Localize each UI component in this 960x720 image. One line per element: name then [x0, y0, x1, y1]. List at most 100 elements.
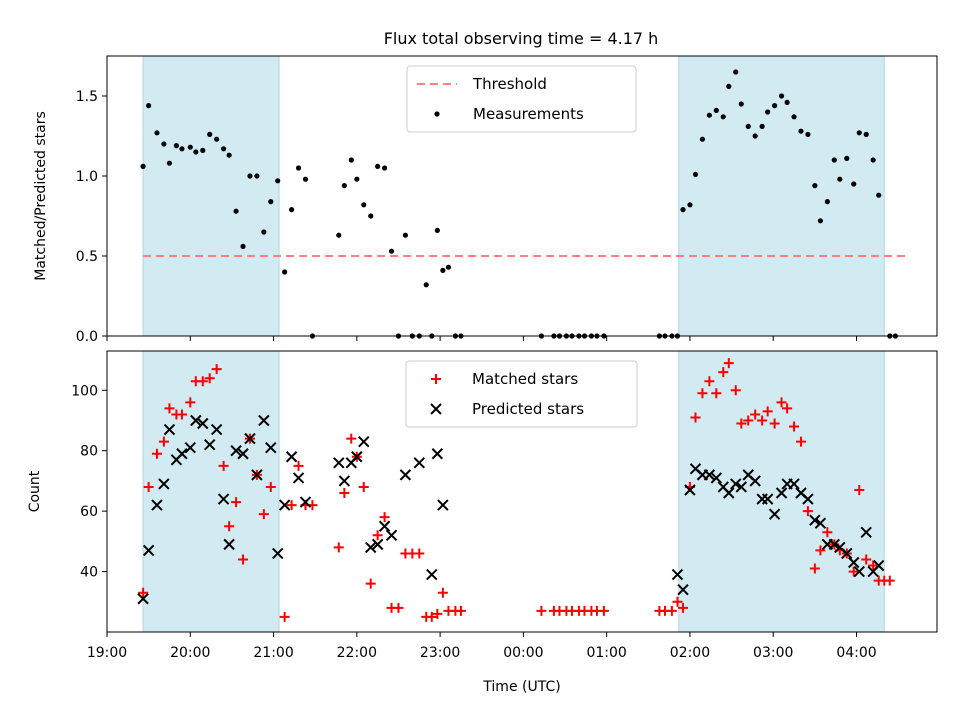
data-point [158, 436, 169, 447]
data-point [703, 469, 716, 481]
data-point [824, 199, 830, 205]
data-point [292, 472, 305, 484]
data-point [815, 545, 826, 556]
data-point [358, 435, 370, 448]
data-point [354, 176, 360, 182]
data-point [743, 415, 754, 426]
data-point [143, 481, 154, 492]
data-point [445, 264, 452, 270]
data-point [381, 165, 388, 171]
data-point [736, 418, 747, 429]
data-point [690, 412, 701, 423]
data-point [720, 114, 726, 120]
y-axis-label: Count [27, 470, 43, 512]
data-point [179, 146, 185, 152]
data-point [385, 529, 398, 542]
data-point [870, 157, 876, 163]
data-point [341, 183, 347, 189]
data-point [238, 554, 249, 565]
data-point [378, 520, 391, 532]
data-point [769, 418, 780, 429]
top-panel-ratio: 0.0 0.5 1.0 1.5 Matched/Predicted stars Thres… [33, 55, 938, 345]
data-point [302, 176, 309, 182]
data-point [851, 181, 857, 187]
data-point [176, 448, 188, 460]
data-point [372, 530, 383, 541]
data-point [788, 478, 800, 490]
data-point [371, 538, 384, 551]
data-point [805, 131, 811, 137]
data-point [247, 173, 253, 179]
data-point [431, 448, 444, 460]
data-point [230, 445, 242, 457]
data-point [789, 421, 800, 432]
data-point [423, 282, 429, 288]
data-point [848, 566, 859, 577]
data-point [237, 448, 249, 460]
data-point [190, 414, 202, 427]
data-point [240, 243, 246, 249]
data-point [854, 484, 865, 495]
data-point [154, 130, 160, 136]
data-point [726, 83, 732, 89]
data-point [211, 364, 222, 375]
data-point [876, 192, 882, 198]
data-point [333, 457, 345, 469]
data-point [351, 451, 363, 463]
data-point [723, 358, 734, 369]
data-point [218, 460, 229, 471]
data-point [265, 441, 277, 454]
data-point [251, 469, 263, 481]
data-point [723, 487, 735, 499]
data-point [687, 202, 693, 208]
legend-swatch [431, 374, 441, 384]
data-point [173, 143, 179, 149]
data-point [814, 517, 827, 529]
data-point [738, 101, 744, 107]
data-point [333, 542, 344, 553]
data-point [863, 131, 869, 137]
y-tick-label: 1.5 [76, 89, 98, 105]
data-point [831, 157, 837, 163]
data-point [379, 512, 390, 523]
data-point [677, 583, 689, 596]
data-point [745, 123, 751, 129]
x-tick-label: 04:00 [836, 645, 876, 661]
legend-swatch [434, 111, 440, 117]
data-point [692, 171, 699, 177]
data-point [782, 403, 793, 414]
data-point [393, 602, 404, 613]
data-point [765, 109, 771, 115]
data-point [282, 269, 288, 275]
data-point [812, 183, 818, 189]
data-point [197, 376, 208, 387]
data-point [231, 497, 242, 508]
data-point [339, 488, 350, 499]
x-tick-label: 22:00 [337, 645, 377, 661]
data-point [261, 229, 267, 235]
data-point [224, 521, 235, 532]
data-point [164, 403, 175, 414]
data-point [338, 475, 351, 487]
data-point [197, 417, 209, 430]
data-point [295, 165, 302, 171]
shaded-interval-1 [142, 55, 280, 337]
data-point [184, 441, 196, 454]
data-point [220, 146, 227, 152]
data-point [680, 207, 686, 213]
data-point [768, 508, 781, 520]
data-point [299, 496, 312, 508]
axes-frame [106, 55, 938, 337]
y-axis-label: Matched/Predicted stars [33, 111, 49, 281]
data-point [223, 538, 235, 551]
series-predicted-stars [137, 414, 885, 605]
data-point [837, 176, 843, 182]
data-point [193, 149, 199, 155]
x-tick-label: 02:00 [670, 645, 710, 661]
y-tick-label: 40 [80, 565, 98, 581]
x-tick-label: 00:00 [503, 645, 543, 661]
data-point [265, 481, 276, 492]
data-point [214, 136, 220, 142]
data-point [713, 107, 719, 113]
data-point [365, 578, 376, 589]
